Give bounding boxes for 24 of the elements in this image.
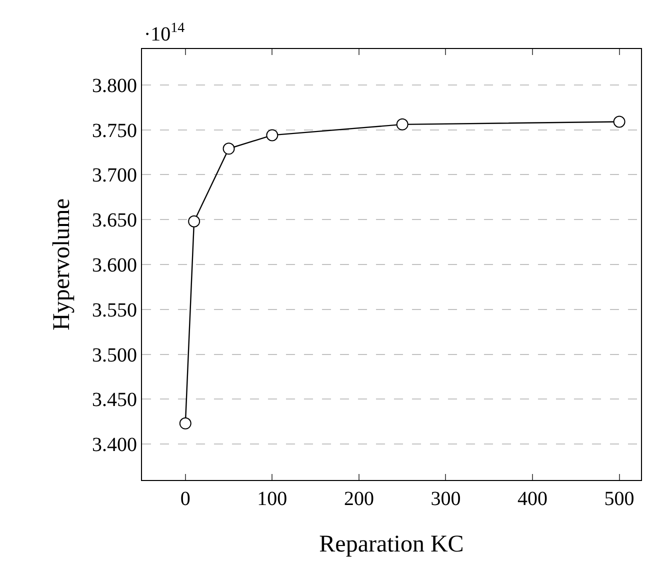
y-tick-label: 3.650: [92, 210, 137, 232]
x-tick-label: 300: [430, 488, 461, 510]
y-tick-label: 3.700: [92, 164, 137, 187]
point: [222, 142, 235, 155]
x-tick-label: 200: [344, 488, 374, 510]
y-tick-label: 3.800: [92, 74, 137, 97]
text: ·10$^{14}$: [144, 21, 185, 46]
y-tick-label: 3.500: [92, 344, 137, 366]
x-tick-label: 0: [180, 488, 190, 510]
y-tick-label: 3.600: [92, 254, 137, 276]
x-tick-label: 500: [604, 488, 634, 510]
y-tick-label: 3.750: [92, 120, 137, 142]
point: [613, 116, 626, 128]
y-tick-label: 3.400: [92, 434, 137, 456]
point: [396, 118, 408, 130]
point: [266, 129, 278, 142]
y-tick-label: 3.550: [92, 299, 137, 322]
x-axis-title: Reparation KC: [319, 531, 464, 558]
point: [188, 215, 200, 228]
y-tick-label: 3.450: [92, 389, 137, 412]
point: [179, 417, 192, 430]
y-axis-title: Hypervolume: [49, 198, 76, 330]
x-tick-label: 100: [257, 488, 288, 510]
x-tick-label: 400: [518, 488, 548, 510]
